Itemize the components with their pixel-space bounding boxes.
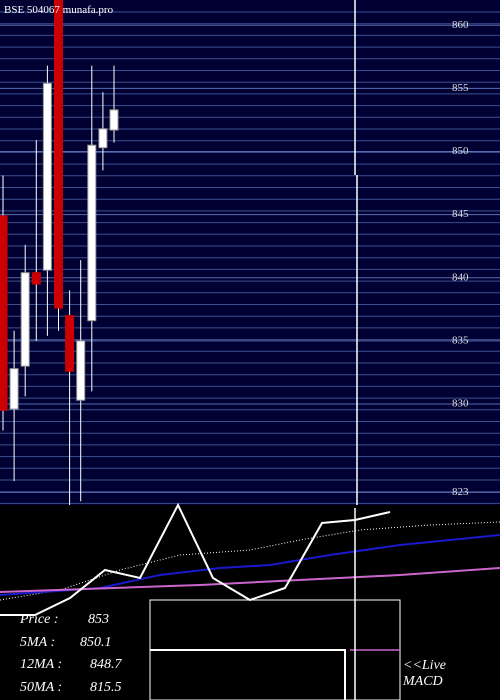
ma-line [0,534,500,596]
stat-label: 12MA : [20,657,62,672]
indicator-label: MACD [402,674,443,689]
ma-line [0,567,500,593]
indicator-label: <<Live [403,658,446,673]
candle-body [31,272,41,285]
y-tick-label: 850 [452,145,469,157]
candles [0,0,119,505]
candle-body [76,340,86,401]
stat-label: 50MA : [20,680,62,695]
y-tick-label: 845 [452,208,469,220]
stat-value: 853 [88,612,109,627]
stat-label: Price : [19,612,58,627]
stat-value: 850.1 [80,635,112,650]
chart-title: BSE 504067 munafa.pro [4,4,114,16]
candle-body [54,0,63,309]
price-panel [0,0,500,505]
stat-label: 5MA : [20,635,55,650]
candle-body [9,368,19,410]
stats: Price : 853 5MA : 850.1 12MA : 848.7 50MA : 815… [19,612,123,695]
candle-body [42,82,52,271]
candle-body [20,272,30,367]
price-line [0,502,391,616]
grid: 823 830 835 840 845 850 855 860 [0,11,500,504]
candle-body [65,315,75,372]
stat-value: 815.5 [90,680,122,695]
y-tick-label: 840 [452,271,469,283]
candle-body [87,144,97,322]
candle-body [0,215,8,411]
candle-body [109,109,119,131]
stat-value: 848.7 [90,657,123,672]
macd-line [150,649,346,700]
candle-body [98,128,108,149]
y-tick-label: 860 [452,19,469,31]
indicator-panel [0,508,500,700]
y-tick-label: 835 [452,334,469,346]
y-tick-label: 855 [452,82,469,94]
ma-line [0,521,500,601]
y-tick-label: 823 [452,486,469,498]
y-tick-label: 830 [452,398,469,410]
